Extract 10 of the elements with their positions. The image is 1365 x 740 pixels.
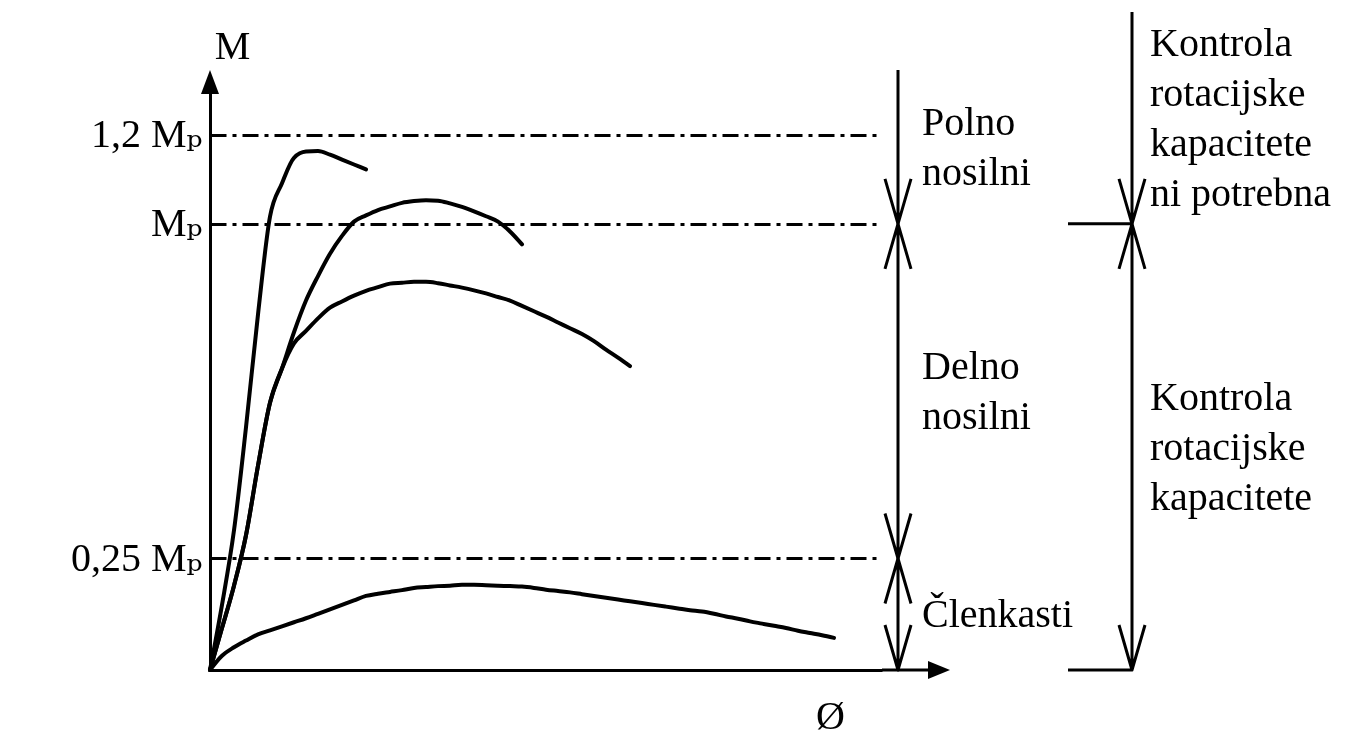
y-tick-label: 0,25 Mₚ — [70, 534, 203, 580]
y-tick-label: 1,2 Mₚ — [90, 111, 203, 157]
x-axis-title: Ø — [816, 692, 845, 738]
y-axis-title: M — [214, 22, 251, 68]
text: Členkasti — [922, 590, 1075, 639]
text: Polno nosilni — [922, 97, 1032, 196]
text: Kontrola rotacijske kapacitete ni potrebna — [1150, 18, 1333, 217]
text: Delno nosilni — [922, 342, 1032, 441]
text: Kontrola rotacijske kapacitete — [1150, 372, 1314, 521]
y-tick-label: Mₚ — [150, 200, 203, 246]
